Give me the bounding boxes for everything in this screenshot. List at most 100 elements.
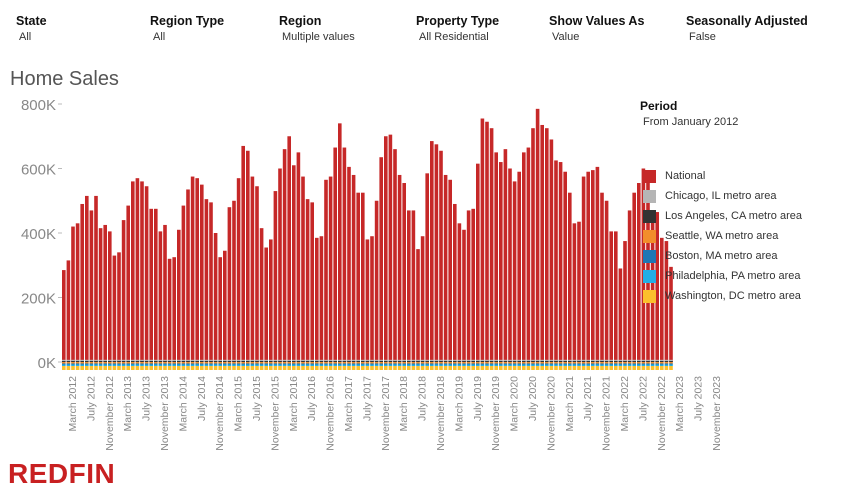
- bar-national[interactable]: [623, 241, 627, 362]
- bar-national[interactable]: [80, 203, 84, 362]
- bar[interactable]: [117, 252, 121, 370]
- bar-national[interactable]: [595, 166, 600, 362]
- bar[interactable]: [646, 176, 650, 370]
- bar-national[interactable]: [384, 136, 388, 362]
- bar[interactable]: [420, 236, 425, 370]
- bar[interactable]: [319, 236, 324, 370]
- bar-national[interactable]: [517, 171, 521, 362]
- bar[interactable]: [333, 147, 337, 370]
- bar[interactable]: [655, 212, 659, 370]
- bar-national[interactable]: [650, 210, 655, 362]
- bar[interactable]: [627, 210, 632, 370]
- bar-national[interactable]: [522, 152, 526, 362]
- bar-national[interactable]: [416, 249, 420, 362]
- bar-national[interactable]: [209, 202, 213, 362]
- filter-show-values-as[interactable]: Show Values As Value: [549, 14, 644, 43]
- bar[interactable]: [650, 210, 655, 370]
- bar[interactable]: [218, 257, 222, 370]
- bar-national[interactable]: [664, 241, 669, 362]
- bar[interactable]: [305, 199, 310, 370]
- bar-national[interactable]: [457, 223, 462, 362]
- bar-national[interactable]: [66, 260, 71, 362]
- bar-national[interactable]: [549, 139, 554, 362]
- bar[interactable]: [310, 202, 314, 370]
- bar-national[interactable]: [227, 207, 232, 362]
- bar-national[interactable]: [361, 192, 365, 362]
- bar[interactable]: [351, 174, 356, 370]
- bar-national[interactable]: [177, 229, 181, 362]
- bar-national[interactable]: [319, 236, 324, 362]
- bar[interactable]: [393, 149, 397, 370]
- bar[interactable]: [126, 205, 130, 370]
- bar[interactable]: [558, 162, 563, 370]
- bar[interactable]: [209, 202, 213, 370]
- bar[interactable]: [609, 231, 613, 370]
- bar[interactable]: [466, 210, 471, 370]
- bar[interactable]: [241, 145, 245, 370]
- bar-national[interactable]: [503, 149, 508, 362]
- bar-national[interactable]: [121, 220, 126, 362]
- bar-national[interactable]: [545, 128, 549, 362]
- bar[interactable]: [388, 134, 393, 370]
- bar-national[interactable]: [117, 252, 121, 362]
- legend-item[interactable]: Chicago, IL metro area: [643, 186, 802, 206]
- bar-national[interactable]: [324, 179, 328, 362]
- bar-national[interactable]: [604, 200, 609, 362]
- bar-national[interactable]: [476, 163, 480, 362]
- bar-national[interactable]: [453, 203, 457, 362]
- bar-national[interactable]: [402, 183, 406, 362]
- bar[interactable]: [494, 152, 498, 370]
- bar[interactable]: [526, 147, 531, 370]
- bar-national[interactable]: [388, 134, 393, 362]
- bar[interactable]: [347, 166, 351, 370]
- bar-national[interactable]: [558, 162, 563, 362]
- bar[interactable]: [632, 192, 636, 370]
- bar[interactable]: [190, 176, 195, 370]
- bar[interactable]: [356, 192, 360, 370]
- bar-national[interactable]: [356, 192, 360, 362]
- bar-national[interactable]: [269, 239, 273, 362]
- bar-national[interactable]: [618, 268, 623, 362]
- bar[interactable]: [236, 178, 241, 370]
- bar-national[interactable]: [305, 199, 310, 362]
- period-value[interactable]: From January 2012: [643, 116, 739, 128]
- bar-national[interactable]: [259, 228, 264, 362]
- bar[interactable]: [476, 163, 480, 370]
- bar-national[interactable]: [126, 205, 130, 362]
- bar-national[interactable]: [480, 118, 485, 362]
- legend-item[interactable]: Washington, DC metro area: [643, 286, 802, 306]
- bar-national[interactable]: [131, 181, 135, 362]
- bar-national[interactable]: [669, 266, 673, 362]
- bar[interactable]: [499, 162, 503, 370]
- bar-national[interactable]: [342, 147, 347, 362]
- bar[interactable]: [618, 268, 623, 370]
- bar[interactable]: [204, 199, 209, 370]
- bar-national[interactable]: [577, 221, 581, 362]
- bar-national[interactable]: [103, 224, 107, 362]
- bar-national[interactable]: [181, 205, 186, 362]
- bar-national[interactable]: [535, 108, 540, 363]
- bar-national[interactable]: [200, 184, 204, 362]
- bar[interactable]: [370, 236, 374, 370]
- filter-value[interactable]: Value: [552, 31, 580, 43]
- bar[interactable]: [554, 160, 558, 370]
- bar-national[interactable]: [135, 178, 140, 362]
- bar[interactable]: [264, 247, 268, 370]
- bar[interactable]: [75, 223, 80, 370]
- bar[interactable]: [315, 237, 319, 370]
- bar-national[interactable]: [172, 257, 176, 362]
- bar-national[interactable]: [71, 226, 75, 362]
- bar-national[interactable]: [462, 229, 466, 362]
- bar[interactable]: [324, 179, 328, 370]
- bar-national[interactable]: [140, 181, 144, 362]
- bar[interactable]: [517, 171, 521, 370]
- bar-national[interactable]: [568, 192, 572, 362]
- bar[interactable]: [434, 144, 439, 370]
- bar[interactable]: [273, 191, 278, 370]
- filter-value[interactable]: False: [689, 31, 716, 43]
- bar[interactable]: [89, 210, 94, 370]
- bar-national[interactable]: [250, 176, 255, 362]
- bar[interactable]: [669, 266, 673, 370]
- bar-national[interactable]: [241, 145, 245, 362]
- bar[interactable]: [200, 184, 204, 370]
